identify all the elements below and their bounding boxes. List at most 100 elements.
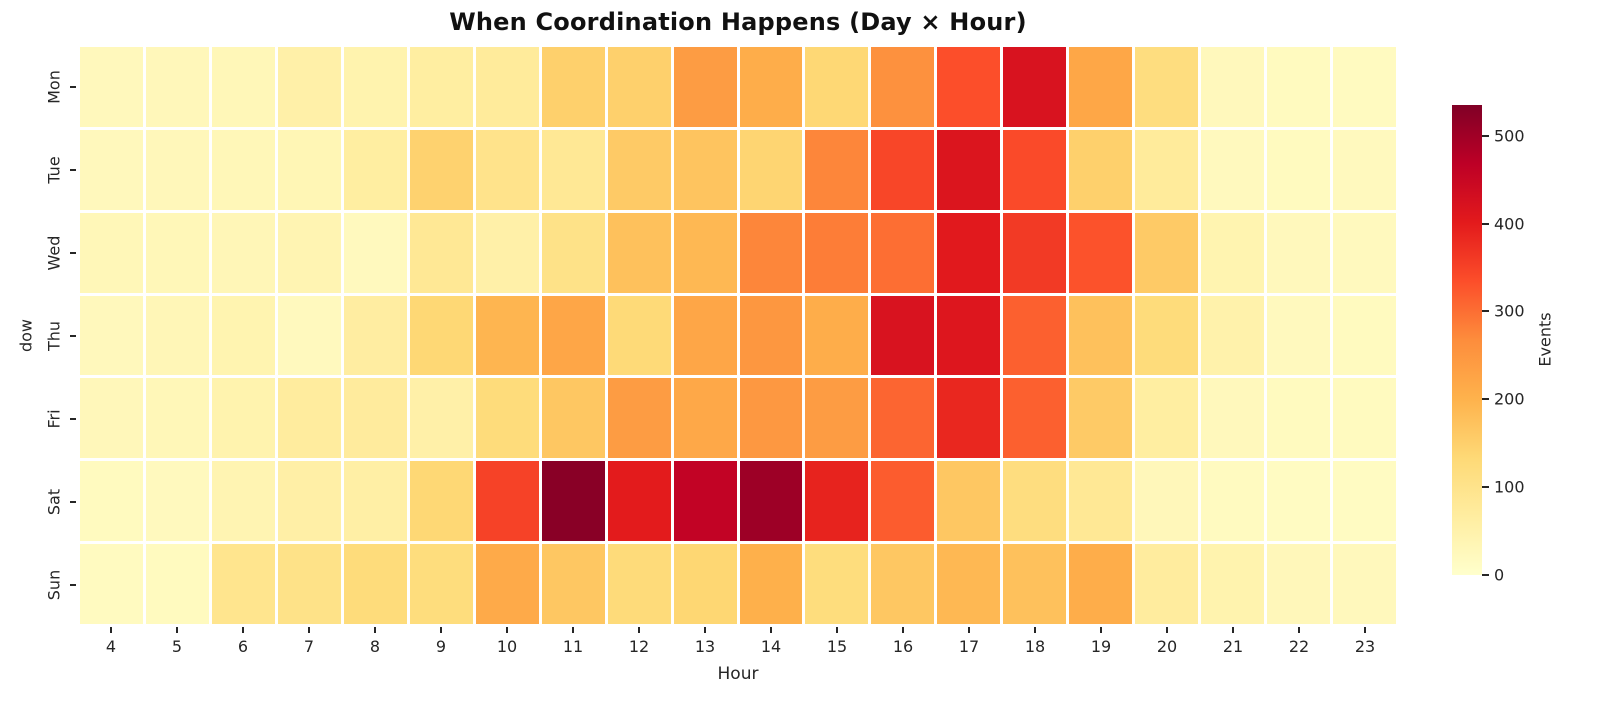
x-tick-mark (902, 627, 904, 633)
heatmap-cell (607, 129, 671, 210)
heatmap-cell (1135, 129, 1199, 210)
heatmap-cell (1333, 461, 1396, 542)
colorbar-gradient (1452, 105, 1482, 575)
heatmap-cell (277, 212, 341, 293)
heatmap-cell (145, 461, 209, 542)
x-tick-label: 21 (1222, 637, 1244, 656)
colorbar-tick-label: 400 (1494, 214, 1525, 234)
heatmap-cell (673, 461, 737, 542)
heatmap-cell (1201, 378, 1265, 459)
heatmap-cell (1003, 212, 1067, 293)
heatmap-cell (211, 129, 275, 210)
heatmap-cell (805, 129, 869, 210)
y-tick-label: Tue (44, 155, 64, 184)
heatmap-cell (80, 378, 143, 459)
x-tick-label: 13 (694, 637, 716, 656)
heatmap-cell (1135, 378, 1199, 459)
heatmap-cell (871, 544, 935, 624)
heatmap-cell (541, 295, 605, 376)
x-tick-mark (242, 627, 244, 633)
heatmap-cell (1003, 295, 1067, 376)
heatmap-cell (145, 212, 209, 293)
chart-title: When Coordination Happens (Day × Hour) (449, 8, 1027, 36)
heatmap-cell (343, 378, 407, 459)
heatmap-cell (541, 378, 605, 459)
x-tick-mark (1034, 627, 1036, 633)
heatmap-cell (871, 129, 935, 210)
heatmap-cell (1003, 461, 1067, 542)
heatmap-cell (80, 129, 143, 210)
heatmap-cell (1201, 47, 1265, 127)
colorbar-tick-mark (1482, 398, 1489, 401)
heatmap-cell (937, 378, 1001, 459)
heatmap-cell (409, 212, 473, 293)
heatmap-cell (937, 461, 1001, 542)
heatmap-cell (211, 544, 275, 624)
x-tick-mark (1232, 627, 1234, 633)
y-tick-label: Fri (44, 408, 64, 429)
heatmap-cell (1201, 461, 1265, 542)
heatmap-cell (937, 295, 1001, 376)
heatmap-cell (409, 129, 473, 210)
x-tick-label: 5 (171, 637, 183, 656)
heatmap-cell (1069, 378, 1133, 459)
y-tick-label: Mon (44, 69, 64, 104)
heatmap-cell (871, 295, 935, 376)
heatmap-cell (739, 129, 803, 210)
heatmap-cell (145, 544, 209, 624)
heatmap-cell (1003, 47, 1067, 127)
heatmap-plot-area (78, 45, 1398, 626)
x-tick-mark (704, 627, 706, 633)
heatmap-cell (673, 212, 737, 293)
heatmap-cell (211, 212, 275, 293)
heatmap-cell (343, 212, 407, 293)
heatmap-cell (739, 212, 803, 293)
heatmap-cell (343, 544, 407, 624)
heatmap-cell (343, 129, 407, 210)
heatmap-cell (541, 212, 605, 293)
heatmap-cell (475, 295, 539, 376)
heatmap-cell (1333, 295, 1396, 376)
x-tick-mark (968, 627, 970, 633)
x-axis-label: Hour (717, 664, 759, 684)
heatmap-cell (277, 129, 341, 210)
heatmap-cell (277, 295, 341, 376)
heatmap-cell (1333, 212, 1396, 293)
heatmap-cell (343, 47, 407, 127)
heatmap-cell (80, 295, 143, 376)
x-tick-label: 11 (562, 637, 584, 656)
x-tick-label: 8 (369, 637, 381, 656)
x-tick-label: 12 (628, 637, 650, 656)
y-tick-mark (70, 583, 76, 586)
heatmap-cell (541, 544, 605, 624)
x-tick-mark (110, 627, 112, 633)
heatmap-cell (343, 461, 407, 542)
heatmap-cell (673, 295, 737, 376)
heatmap-cell (805, 378, 869, 459)
heatmap-cell (871, 47, 935, 127)
heatmap-cell (475, 212, 539, 293)
heatmap-cell (1201, 295, 1265, 376)
x-tick-mark (440, 627, 442, 633)
x-tick-label: 22 (1288, 637, 1310, 656)
x-tick-label: 20 (1156, 637, 1178, 656)
heatmap-cell (673, 378, 737, 459)
x-tick-label: 23 (1354, 637, 1376, 656)
heatmap-cell (409, 295, 473, 376)
x-tick-label: 17 (958, 637, 980, 656)
colorbar-tick-mark (1482, 486, 1489, 489)
heatmap-cell (145, 47, 209, 127)
heatmap-cell (80, 461, 143, 542)
heatmap-cell (1267, 47, 1331, 127)
x-tick-label: 18 (1024, 637, 1046, 656)
x-tick-mark (1298, 627, 1300, 633)
heatmap-cell (211, 461, 275, 542)
x-tick-mark (1364, 627, 1366, 633)
heatmap-cell (805, 544, 869, 624)
heatmap-cell (607, 461, 671, 542)
heatmap-cell (1069, 544, 1133, 624)
heatmap-cell (80, 544, 143, 624)
heatmap-cell (805, 295, 869, 376)
y-tick-mark (70, 251, 76, 254)
heatmap-cell (211, 47, 275, 127)
